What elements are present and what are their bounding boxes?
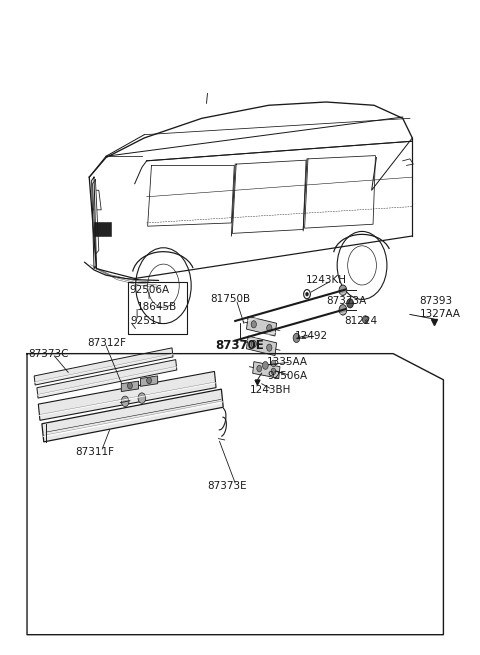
Text: 87373E: 87373E (207, 481, 247, 491)
Text: 12492: 12492 (295, 331, 328, 341)
Circle shape (304, 290, 311, 299)
Circle shape (271, 360, 276, 367)
Text: 87373C: 87373C (28, 348, 69, 359)
Circle shape (251, 341, 256, 348)
Circle shape (121, 396, 129, 407)
Circle shape (263, 362, 268, 369)
Text: 87312F: 87312F (87, 338, 126, 348)
Circle shape (147, 377, 152, 384)
Text: 92511: 92511 (130, 316, 163, 326)
Text: 87311F: 87311F (75, 447, 114, 457)
Polygon shape (38, 371, 216, 421)
FancyBboxPatch shape (94, 221, 111, 236)
Circle shape (339, 305, 347, 315)
Text: 87370E: 87370E (216, 339, 264, 352)
Text: 1335AA: 1335AA (267, 357, 308, 367)
Text: 92506A: 92506A (267, 371, 307, 381)
Polygon shape (246, 316, 276, 336)
Circle shape (267, 324, 272, 331)
Polygon shape (37, 360, 177, 398)
Circle shape (257, 365, 262, 372)
Circle shape (251, 321, 256, 328)
Circle shape (306, 292, 309, 296)
Text: 87393
1327AA: 87393 1327AA (420, 296, 460, 320)
Circle shape (293, 333, 300, 343)
Polygon shape (246, 336, 276, 356)
Circle shape (339, 285, 347, 295)
Text: 81750B: 81750B (210, 294, 250, 305)
Text: 87373A: 87373A (326, 296, 366, 307)
Circle shape (271, 368, 276, 375)
Circle shape (138, 393, 146, 403)
Polygon shape (252, 362, 280, 379)
Text: 81224: 81224 (344, 316, 377, 326)
Polygon shape (34, 348, 173, 385)
Circle shape (362, 316, 368, 324)
Circle shape (267, 344, 272, 351)
Circle shape (347, 299, 353, 308)
Text: 1243BH: 1243BH (250, 384, 291, 394)
Polygon shape (42, 389, 223, 442)
Circle shape (128, 383, 132, 389)
Text: 18645B: 18645B (137, 301, 177, 312)
Polygon shape (121, 381, 139, 392)
Text: 92506A: 92506A (129, 284, 169, 295)
Polygon shape (141, 376, 157, 386)
Text: 1243KH: 1243KH (306, 276, 347, 286)
